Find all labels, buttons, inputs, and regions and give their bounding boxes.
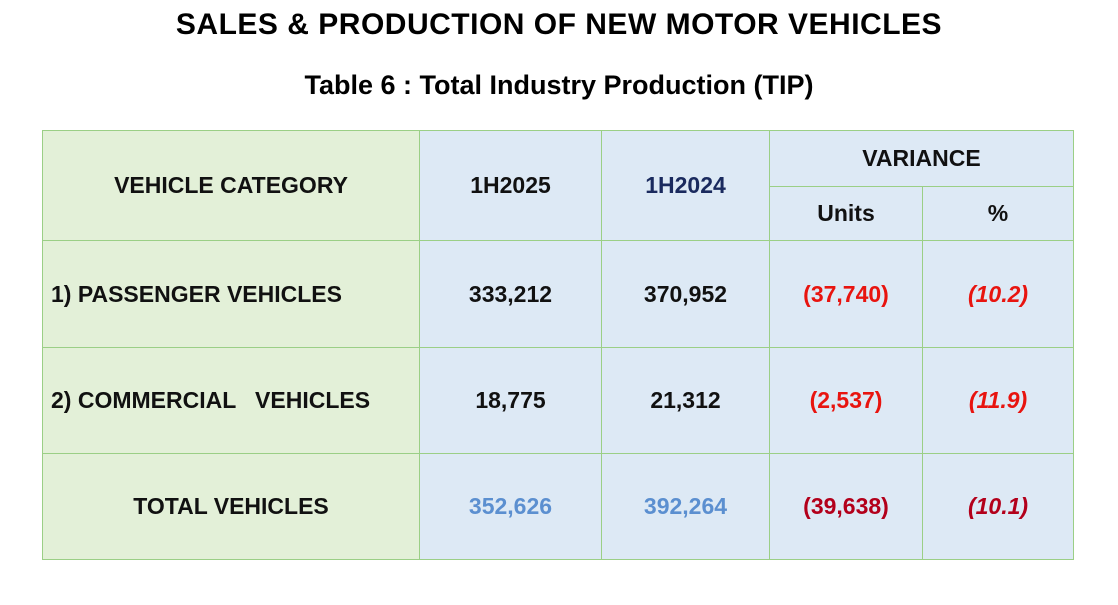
row-current: 333,212 xyxy=(419,240,602,348)
row-variance-units: (2,537) xyxy=(769,347,923,454)
table-row: 1) PASSENGER VEHICLES 333,212 370,952 (3… xyxy=(42,240,1075,348)
table-header-row: VEHICLE CATEGORY 1H2025 1H2024 VARIANCE xyxy=(42,130,1075,241)
total-variance-units: (39,638) xyxy=(769,453,923,560)
total-previous: 392,264 xyxy=(601,453,770,560)
header-1h2024: 1H2024 xyxy=(601,130,770,241)
page-title: SALES & PRODUCTION OF NEW MOTOR VEHICLES xyxy=(175,8,943,41)
header-1h2025: 1H2025 xyxy=(419,130,602,241)
header-variance: VARIANCE xyxy=(768,130,1075,187)
total-variance-percent: (10.1) xyxy=(921,453,1075,560)
total-current: 352,626 xyxy=(419,453,602,560)
row-category: 1) PASSENGER VEHICLES xyxy=(42,240,420,348)
header-units: Units xyxy=(769,186,923,241)
row-variance-percent: (10.2) xyxy=(921,240,1075,348)
row-previous: 21,312 xyxy=(601,347,770,454)
production-table: VEHICLE CATEGORY 1H2025 1H2024 VARIANCE … xyxy=(42,130,1075,560)
table-subtitle: Table 6 : Total Industry Production (TIP… xyxy=(304,70,814,100)
row-variance-percent: (11.9) xyxy=(921,347,1075,454)
header-vehicle-category: VEHICLE CATEGORY xyxy=(42,130,420,241)
row-variance-units: (37,740) xyxy=(769,240,923,348)
table-row: 2) COMMERCIAL VEHICLES 18,775 21,312 (2,… xyxy=(42,347,1075,454)
row-current: 18,775 xyxy=(419,347,602,454)
header-percent: % xyxy=(921,186,1075,241)
row-previous: 370,952 xyxy=(601,240,770,348)
table-total-row: TOTAL VEHICLES 352,626 392,264 (39,638) … xyxy=(42,453,1075,560)
row-category: 2) COMMERCIAL VEHICLES xyxy=(42,347,420,454)
table-subheader-row: Units % xyxy=(43,186,1075,241)
total-category: TOTAL VEHICLES xyxy=(42,453,420,560)
